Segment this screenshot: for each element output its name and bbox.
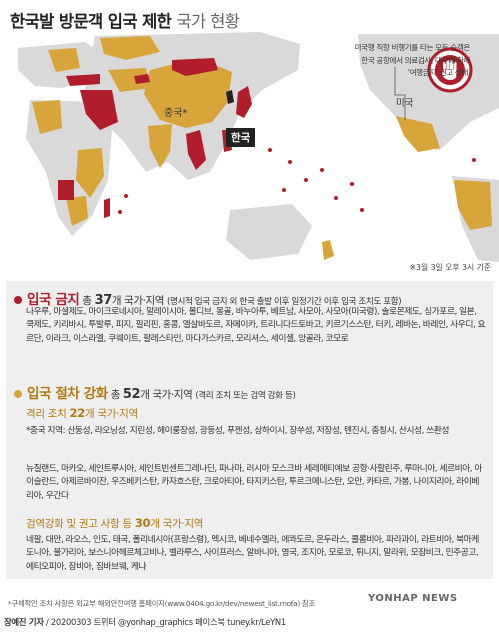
land-australia	[226, 204, 312, 260]
region-angola	[58, 180, 74, 200]
ban-unit: 개 국가·지역	[111, 295, 165, 307]
region-turkey	[66, 74, 100, 86]
region-south-america	[454, 180, 492, 230]
ban-dot-icon	[14, 296, 22, 304]
island-dot	[304, 178, 308, 182]
procedure-desc: (격리 조치 또는 검역 강화 등)	[195, 391, 296, 401]
region-middle-east	[80, 90, 118, 130]
basis-time: ※3월 3일 오후 3시 기준	[409, 263, 491, 272]
byline: 장예진 기자 / 20200303 트위터 @yonhap_graphics 페…	[4, 616, 286, 628]
title-sub: 국가 현황	[176, 12, 240, 31]
region-africa-south	[66, 196, 88, 226]
island-dot	[268, 148, 272, 152]
region-madagascar	[104, 198, 110, 218]
procedure-unit: 개 국가·지역	[140, 389, 193, 401]
inspection-title: 검역강화 및 권고 사항 등	[26, 518, 132, 530]
island-dot	[288, 160, 292, 164]
region-mexico	[396, 116, 440, 152]
procedure-dot-icon	[14, 390, 22, 398]
land-africa	[26, 100, 112, 236]
island-dot	[320, 168, 324, 172]
region-southeast-asia	[186, 130, 206, 170]
byline-rest: / 20200303 트위터 @yonhap_graphics 페이스북 tun…	[43, 617, 286, 627]
region-new-zealand	[322, 240, 334, 260]
ban-total-prefix: 총	[82, 295, 92, 307]
island-dot	[472, 158, 476, 162]
pacific-islands	[118, 148, 476, 214]
quarantine-count: 22	[69, 406, 86, 420]
label-usa: 미국	[396, 98, 414, 109]
island-dot	[360, 208, 364, 212]
ban-title: 입국 금지	[27, 292, 80, 308]
region-central-asia	[108, 68, 150, 92]
country-list-panel	[6, 281, 493, 579]
label-china: 중국*	[164, 108, 188, 119]
yonhap-logo: YONHAP NEWS	[368, 593, 458, 604]
region-mongolia	[172, 58, 218, 76]
inspection-heading: 검역강화 및 권고 사항 등 30개 국가·지역	[26, 516, 203, 531]
quarantine-unit: 개 국가·지역	[84, 408, 138, 420]
ban-countries: 나우루, 마셜제도, 마이크로네시아, 말레이시아, 몰디브, 몽골, 바누아투…	[26, 307, 486, 344]
procedure-title: 입국 절차 강화	[27, 386, 108, 402]
hand-stop-icon	[427, 47, 473, 93]
title-main: 한국발 방문객 입국 제한	[10, 12, 172, 31]
inspection-unit: 개 국가·지역	[150, 518, 204, 530]
ban-count: 37	[94, 293, 113, 308]
ban-desc: (명시적 입국 금지 외 한국 출발 이후 일정기간 이후 입국 조치도 포함)	[167, 297, 402, 307]
region-china	[144, 58, 232, 128]
quarantine-title: 격리 조치	[26, 408, 67, 420]
region-russia	[100, 36, 160, 60]
region-india	[148, 124, 172, 168]
region-europe-east	[48, 48, 80, 72]
island-dot	[350, 182, 354, 186]
island-dot	[124, 194, 128, 198]
region-kyrgyzstan	[134, 74, 150, 84]
procedure-count: 52	[122, 387, 141, 402]
page-title: 한국발 방문객 입국 제한 국가 현황	[10, 8, 240, 32]
usa-note: 미국행 직항 비행기를 타는 모든 승객은 한국 공항에서 의료검사, 대구에 …	[354, 43, 471, 77]
island-dot	[334, 196, 338, 200]
procedure-heading: 입국 절차 강화 총 52개 국가·지역 (격리 조치 또는 검역 강화 등)	[14, 382, 296, 402]
procedure-total-prefix: 총	[110, 389, 121, 401]
region-korea	[226, 90, 234, 104]
island-dot	[118, 210, 122, 214]
quarantine-countries: 뉴질랜드, 마카오, 세인트루시아, 세인트빈센트그레나딘, 파나마, 러시아 …	[26, 464, 482, 501]
usa-connector	[394, 67, 406, 120]
china-regions: *중국 지역: 산둥성, 랴오닝성, 지린성, 헤이룽장성, 광둥성, 푸젠성,…	[26, 426, 449, 436]
byline-author: 장예진 기자	[4, 617, 44, 627]
region-africa-west	[32, 100, 62, 134]
ban-heading: 입국 금지 총 37개 국가·지역 (명시적 입국 금지 외 한국 출발 이후 …	[14, 288, 402, 308]
region-africa-east	[76, 148, 104, 198]
footnote: *구체적인 조치 사항은 외교부 해외안전여행 홈페이지(www.0404.go…	[8, 599, 315, 608]
quarantine-heading: 격리 조치 22개 국가·지역	[26, 406, 138, 421]
region-japan	[236, 86, 252, 118]
island-dot	[282, 188, 286, 192]
inspection-count: 30	[134, 516, 151, 530]
label-korea: 한국	[226, 128, 256, 147]
world-map	[18, 32, 499, 262]
inspection-countries: 네팔, 대만, 라오스, 인도, 태국, 폴리네시아(프랑스령), 멕시코, 베…	[26, 535, 479, 572]
